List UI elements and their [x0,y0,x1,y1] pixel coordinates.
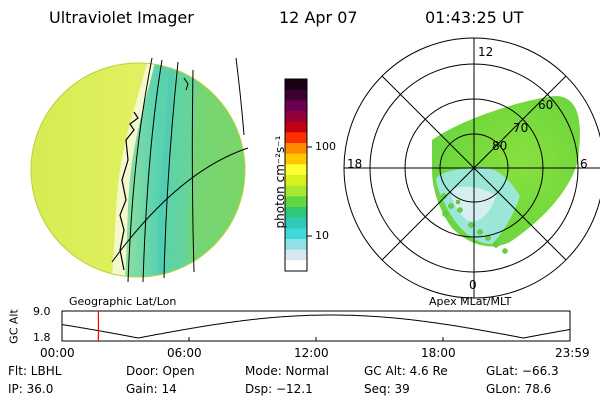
filter-readout: Flt: LBHL [8,364,62,378]
color-scale-segment [285,217,307,229]
color-scale-segment [285,164,307,176]
time-tick-label: 12:00 [294,346,329,360]
altitude-curve [61,314,571,339]
meridian-line [142,59,163,283]
lat-lon-grid [111,57,249,283]
altitude-plot [61,310,571,342]
polar-plot [343,37,600,299]
color-scale-frame [284,78,308,272]
color-scale-bar [285,79,307,272]
mlt-label-18: 18 [347,157,363,171]
mlat-label-80: 80 [492,139,508,153]
meridian-line [163,61,179,279]
mlat-label-60: 60 [538,98,554,112]
gc-alt-readout: GC Alt: 4.6 Re [364,364,448,378]
color-scale-segment [285,185,307,197]
gain-readout: Gain: 14 [126,382,177,396]
color-scale-segment [285,89,307,101]
color-scale-segment [285,239,307,251]
altitude-axis-label: GC Alt [7,309,21,344]
mlt-label-12: 12 [478,45,494,59]
auroral-spots [441,193,508,254]
color-scale-segment [285,153,307,165]
polar-grid [343,37,600,299]
earth-limb [30,62,246,278]
meridian-line [191,69,195,273]
glon-readout: GLon: 78.6 [486,382,552,396]
mlt-diagonal [381,75,567,261]
time-tick-label: 00:00 [40,346,75,360]
time-tick-label: 18:00 [421,346,456,360]
color-scale-segment [285,111,307,123]
color-scale-segment [285,121,307,133]
instrument-title: Ultraviolet Imager [49,8,194,27]
geographic-image [30,57,249,283]
altitude-tick-bottom: 1.8 [33,331,51,344]
glat-readout: GLat: −66.3 [486,364,559,378]
time-axis-ticks [61,337,571,341]
color-scale-unit-label: photon cm⁻²s⁻¹ [273,135,287,229]
altitude-tick-top: 9.0 [33,305,51,318]
color-scale-segment [285,175,307,187]
seq-readout: Seq: 39 [364,382,410,396]
color-scale-segment [285,260,307,272]
polar-projection-label: Apex MLat/MLT [429,295,512,308]
color-scale-segment [285,249,307,261]
color-scale-segment [285,143,307,155]
observation-date: 12 Apr 07 [279,8,358,27]
color-scale-tick-100: 100 [315,140,336,153]
color-scale-tick-10: 10 [315,229,329,242]
mode-readout: Mode: Normal [245,364,329,378]
color-scale-segment [285,100,307,112]
mlt-label-0: 0 [469,278,477,292]
ip-readout: IP: 36.0 [8,382,54,396]
geo-projection-label: Geographic Lat/Lon [69,295,177,308]
color-scale-segment [285,132,307,144]
meridian-line [127,57,153,283]
coastline [119,111,139,271]
color-scale-segment [285,79,307,91]
time-tick-label: 23:59 [555,346,590,360]
time-tick-label: 06:00 [167,346,202,360]
meridian-line [235,57,245,136]
mlt-label-6: 6 [580,157,588,171]
mlat-label-70: 70 [513,121,529,135]
observation-time: 01:43:25 UT [425,8,524,27]
dsp-readout: Dsp: −12.1 [245,382,313,396]
color-scale-segment [285,228,307,240]
color-scale-segment [285,207,307,219]
door-readout: Door: Open [126,364,195,378]
coastline [183,77,189,91]
color-scale-segment [285,196,307,208]
parallel-line [111,147,249,263]
